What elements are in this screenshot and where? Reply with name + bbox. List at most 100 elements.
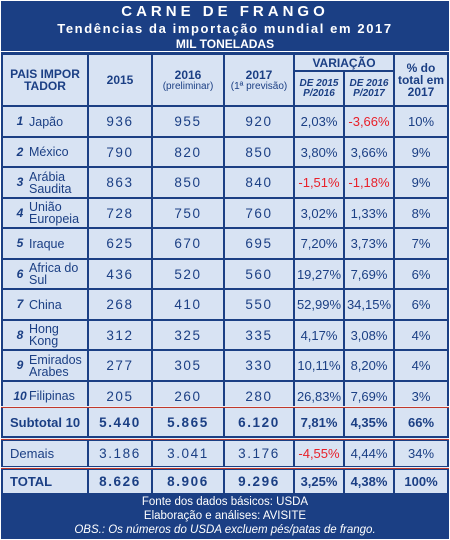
value-var1: 3,02%: [295, 199, 343, 227]
value-v2016: 325: [153, 321, 223, 349]
value-v2015: 625: [89, 229, 151, 258]
header-pais: PAIS IMPOR TADOR: [3, 55, 87, 105]
country-cell: 8 Hong Kong: [3, 321, 87, 349]
value-var2: 7,69%: [345, 382, 393, 410]
subtotal-share: 66%: [395, 409, 447, 436]
footer-note: OBS.: Os números do USDA excluem pés/pat…: [74, 524, 376, 536]
subtotal-var2: 4,35%: [345, 409, 393, 436]
demais-v2017: 3.176: [225, 441, 293, 466]
country-name: Japão: [29, 114, 64, 129]
value-var2: 34,15%: [345, 290, 393, 319]
total-v2016: 8.906: [153, 470, 223, 493]
value-var2: 1,33%: [345, 199, 393, 227]
value-v2017: 280: [225, 382, 293, 410]
row-separator-accent: [1, 439, 449, 440]
rank-number: 1: [16, 114, 24, 128]
demais-var1: -4,55%: [295, 441, 343, 466]
value-v2015: 277: [89, 351, 151, 380]
page-subtitle: Tendências da importação mundial em 2017: [57, 21, 393, 36]
header-rule: [1, 51, 449, 52]
value-v2015: 728: [89, 199, 151, 227]
value-v2017: 920: [225, 107, 293, 136]
total-v2015: 8.626: [89, 470, 151, 493]
row-separator-accent: [1, 407, 449, 408]
value-var2: 8,20%: [345, 351, 393, 380]
header-2017-note: (1ª previsão): [230, 80, 288, 92]
header-2016-year: 2016: [174, 67, 202, 82]
value-v2016: 820: [153, 138, 223, 166]
country-cell: 7 China: [3, 290, 87, 319]
value-v2017: 850: [225, 138, 293, 166]
country-cell: 1 Japão: [3, 107, 87, 136]
value-var1: 7,20%: [295, 229, 343, 258]
header-2016: 2016 (preliminar): [153, 55, 223, 105]
value-v2017: 335: [225, 321, 293, 349]
value-var2: 3,73%: [345, 229, 393, 258]
header-2015: 2015: [89, 55, 151, 105]
rank-number: 10: [13, 388, 27, 403]
rank-number: 5: [16, 236, 24, 250]
header-share: % do total em 2017: [395, 55, 447, 105]
page-title: CARNE DE FRANGO: [121, 3, 329, 20]
subtotal-v2017: 6.120: [225, 409, 293, 436]
value-var1: 10,11%: [295, 351, 343, 380]
value-share: 6%: [395, 290, 447, 319]
total-var2: 4,38%: [345, 470, 393, 493]
total-share: 100%: [395, 470, 447, 493]
country-cell: 2 México: [3, 138, 87, 166]
total-label: TOTAL: [3, 470, 87, 493]
value-var2: -3,66%: [345, 107, 393, 136]
value-share: 7%: [395, 229, 447, 258]
value-v2017: 695: [225, 229, 293, 258]
rank-number: 6: [16, 266, 24, 281]
country-name: União Europeia: [29, 200, 80, 226]
value-v2015: 312: [89, 321, 151, 349]
value-var1: 52,99%: [295, 290, 343, 319]
country-name: México: [29, 145, 69, 159]
value-v2015: 268: [89, 290, 151, 319]
value-share: 4%: [395, 321, 447, 349]
country-name: Hong Kong: [29, 322, 59, 348]
rank-number: 3: [16, 175, 24, 189]
footer-analysis: Elaboração e análises: AVISITE: [143, 510, 307, 522]
country-cell: 5 Iraque: [3, 229, 87, 258]
value-share: 9%: [395, 168, 447, 197]
header-2017: 2017 (1ª previsão): [225, 55, 293, 105]
value-v2017: 330: [225, 351, 293, 380]
value-v2016: 410: [153, 290, 223, 319]
value-v2015: 205: [89, 382, 151, 410]
value-v2017: 760: [225, 199, 293, 227]
value-v2016: 260: [153, 382, 223, 410]
value-v2015: 936: [89, 107, 151, 136]
value-var1: 26,83%: [295, 382, 343, 410]
value-var2: 7,69%: [345, 260, 393, 288]
country-cell: 4 União Europeia: [3, 199, 87, 227]
unit-label: MIL TONELADAS: [175, 37, 275, 51]
header-var-2015-2016: DE 2015 P/2016: [295, 72, 343, 105]
subtotal-v2015: 5.440: [89, 409, 151, 436]
value-v2015: 790: [89, 138, 151, 166]
subtotal-var1: 7,81%: [295, 409, 343, 436]
value-share: 3%: [395, 382, 447, 410]
total-v2017: 9.296: [225, 470, 293, 493]
row-separator-accent: [1, 468, 449, 469]
rank-number: 2: [16, 144, 24, 159]
country-name: China: [29, 297, 62, 312]
value-v2016: 305: [153, 351, 223, 380]
subtotal-label: Subtotal 10: [3, 409, 87, 436]
rank-number: 9: [16, 358, 24, 372]
country-cell: 3 Arábia Saudita: [3, 168, 87, 197]
value-share: 10%: [395, 107, 447, 136]
header-2017-year: 2017: [245, 67, 273, 82]
header-var-2016-2017: DE 2016 P/2017: [345, 72, 393, 105]
subtotal-v2016: 5.865: [153, 409, 223, 436]
country-name: Filipinas: [29, 389, 75, 403]
rank-number: 7: [16, 297, 24, 311]
value-share: 8%: [395, 199, 447, 227]
demais-v2015: 3.186: [89, 441, 151, 466]
country-cell: 10 Filipinas: [3, 382, 87, 410]
header-2016-note: (preliminar): [162, 80, 214, 92]
demais-var2: 4,44%: [345, 441, 393, 466]
value-var2: -1,18%: [345, 168, 393, 197]
